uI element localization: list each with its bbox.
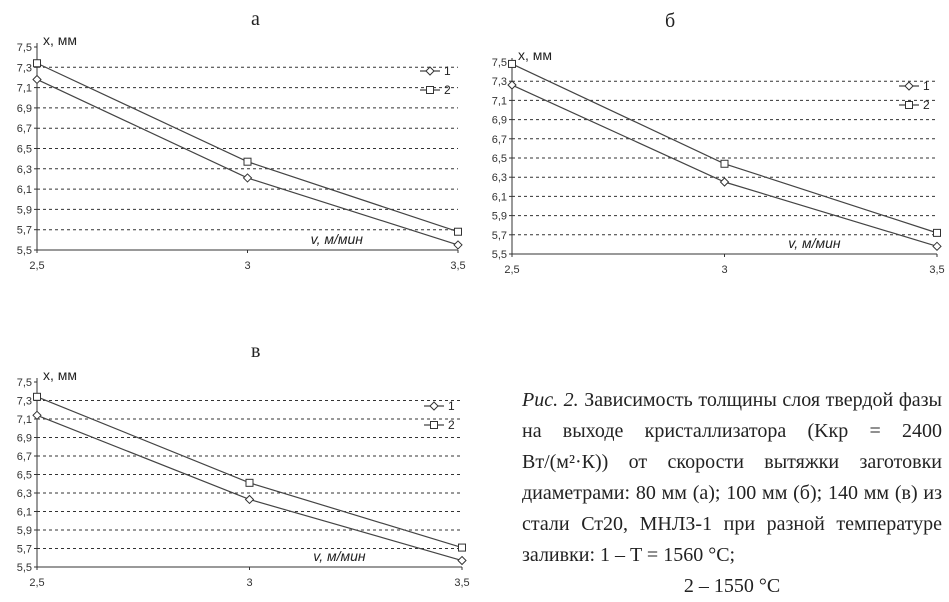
- y-axis-label: x, мм: [518, 47, 552, 63]
- data-point: [33, 59, 41, 68]
- caption-text: Зависимость толщины слоя твердой фазы на…: [522, 389, 942, 566]
- x-tick-label: 2,5: [29, 577, 44, 589]
- legend-label: 1: [448, 399, 455, 413]
- data-point: [720, 159, 729, 168]
- y-axis-label: x, мм: [43, 32, 77, 48]
- x-tick-label: 2,5: [504, 264, 519, 276]
- x-tick-label: 3: [246, 577, 252, 589]
- y-tick-label: 5,7: [492, 230, 507, 242]
- y-tick-label: 6,5: [17, 144, 32, 156]
- legend-marker: [429, 401, 439, 411]
- data-point: [454, 227, 462, 236]
- y-tick-label: 7,5: [17, 377, 32, 389]
- y-tick-label: 6,1: [492, 191, 507, 203]
- legend-marker: [426, 86, 434, 94]
- caption-last-line: 2 – 1550 °С: [683, 575, 781, 597]
- data-point: [32, 410, 42, 421]
- legend-marker: [904, 81, 914, 91]
- y-tick-label: 5,5: [492, 249, 507, 261]
- x-axis-label: v, м/мин: [313, 548, 366, 564]
- y-tick-label: 6,7: [17, 451, 32, 463]
- y-tick-label: 7,1: [17, 83, 32, 95]
- data-point: [242, 173, 253, 183]
- y-tick-label: 6,9: [17, 103, 32, 115]
- figure-caption: Рис. 2. Зависимость толщины слоя твердой…: [522, 385, 942, 602]
- y-tick-label: 5,9: [17, 525, 32, 537]
- legend-label: 2: [923, 98, 930, 112]
- panel-letter-v: в: [251, 340, 261, 362]
- y-tick-label: 5,7: [17, 544, 32, 556]
- x-axis-label: v, м/мин: [788, 235, 841, 251]
- y-tick-label: 5,5: [17, 562, 32, 574]
- y-tick-label: 6,5: [17, 470, 32, 482]
- y-tick-label: 7,3: [492, 76, 507, 88]
- data-point: [719, 177, 730, 187]
- y-tick-label: 5,5: [17, 245, 32, 257]
- x-tick-label: 3: [244, 260, 250, 272]
- data-point: [453, 240, 463, 250]
- chart-a: 7,5 7,3 7,1 6,9 6,7 6,5 6,3 6,1 5,9 5,7 5,5 2,5 3 3,5…: [17, 32, 466, 272]
- data-point: [508, 59, 516, 68]
- y-tick-label: 6,9: [492, 115, 507, 127]
- y-tick-label: 7,1: [17, 414, 32, 426]
- legend-marker: [430, 421, 438, 429]
- caption-lead: Рис. 2.: [522, 389, 579, 411]
- data-point: [243, 157, 252, 166]
- y-tick-label: 6,1: [17, 507, 32, 519]
- data-point: [244, 494, 255, 505]
- data-point: [33, 392, 41, 401]
- data-point: [457, 555, 467, 566]
- y-tick-label: 6,5: [492, 153, 507, 165]
- data-point: [933, 228, 941, 237]
- panel-letter-a: а: [251, 8, 260, 30]
- y-tick-label: 6,9: [17, 433, 32, 445]
- y-tick-label: 7,5: [17, 42, 32, 54]
- data-point: [245, 478, 254, 487]
- legend-label: 1: [923, 79, 930, 93]
- panel-letter-b: б: [665, 10, 676, 32]
- y-tick-label: 5,9: [492, 211, 507, 223]
- chart-b: 7,5 7,3 7,1 6,9 6,7 6,5 6,3 6,1 5,9 5,7 5,5 2,5 3 3,5…: [492, 47, 945, 276]
- y-tick-label: 5,7: [17, 225, 32, 237]
- y-tick-label: 7,1: [492, 95, 507, 107]
- x-axis-label: v, м/мин: [311, 231, 364, 247]
- x-tick-label: 3,5: [929, 264, 944, 276]
- y-tick-label: 6,7: [492, 134, 507, 146]
- legend-label: 2: [448, 418, 455, 432]
- y-tick-label: 5,9: [17, 204, 32, 216]
- legend-label: 1: [444, 64, 451, 78]
- x-tick-label: 3: [721, 264, 727, 276]
- y-tick-label: 6,3: [17, 488, 32, 500]
- y-tick-label: 7,3: [17, 396, 32, 408]
- x-tick-label: 3,5: [450, 260, 465, 272]
- series-line-2: [511, 63, 938, 234]
- data-point: [507, 80, 517, 90]
- data-point: [932, 241, 942, 252]
- legend-marker: [425, 66, 435, 76]
- x-tick-label: 3,5: [454, 577, 469, 589]
- chart-v: 7,5 7,3 7,1 6,9 6,7 6,5 6,3 6,1 5,9 5,7 5,5 2,5 3 3,5…: [17, 367, 470, 589]
- y-tick-label: 7,3: [17, 62, 32, 74]
- legend-marker: [905, 101, 913, 109]
- data-point: [458, 543, 466, 552]
- legend-label: 2: [444, 83, 451, 97]
- y-tick-label: 6,1: [17, 184, 32, 196]
- y-tick-label: 6,7: [17, 123, 32, 135]
- y-tick-label: 7,5: [492, 57, 507, 69]
- data-point: [32, 74, 42, 85]
- x-tick-label: 2,5: [29, 260, 44, 272]
- y-tick-label: 6,3: [17, 164, 32, 176]
- y-tick-label: 6,3: [492, 172, 507, 184]
- y-axis-label: x, мм: [43, 367, 77, 383]
